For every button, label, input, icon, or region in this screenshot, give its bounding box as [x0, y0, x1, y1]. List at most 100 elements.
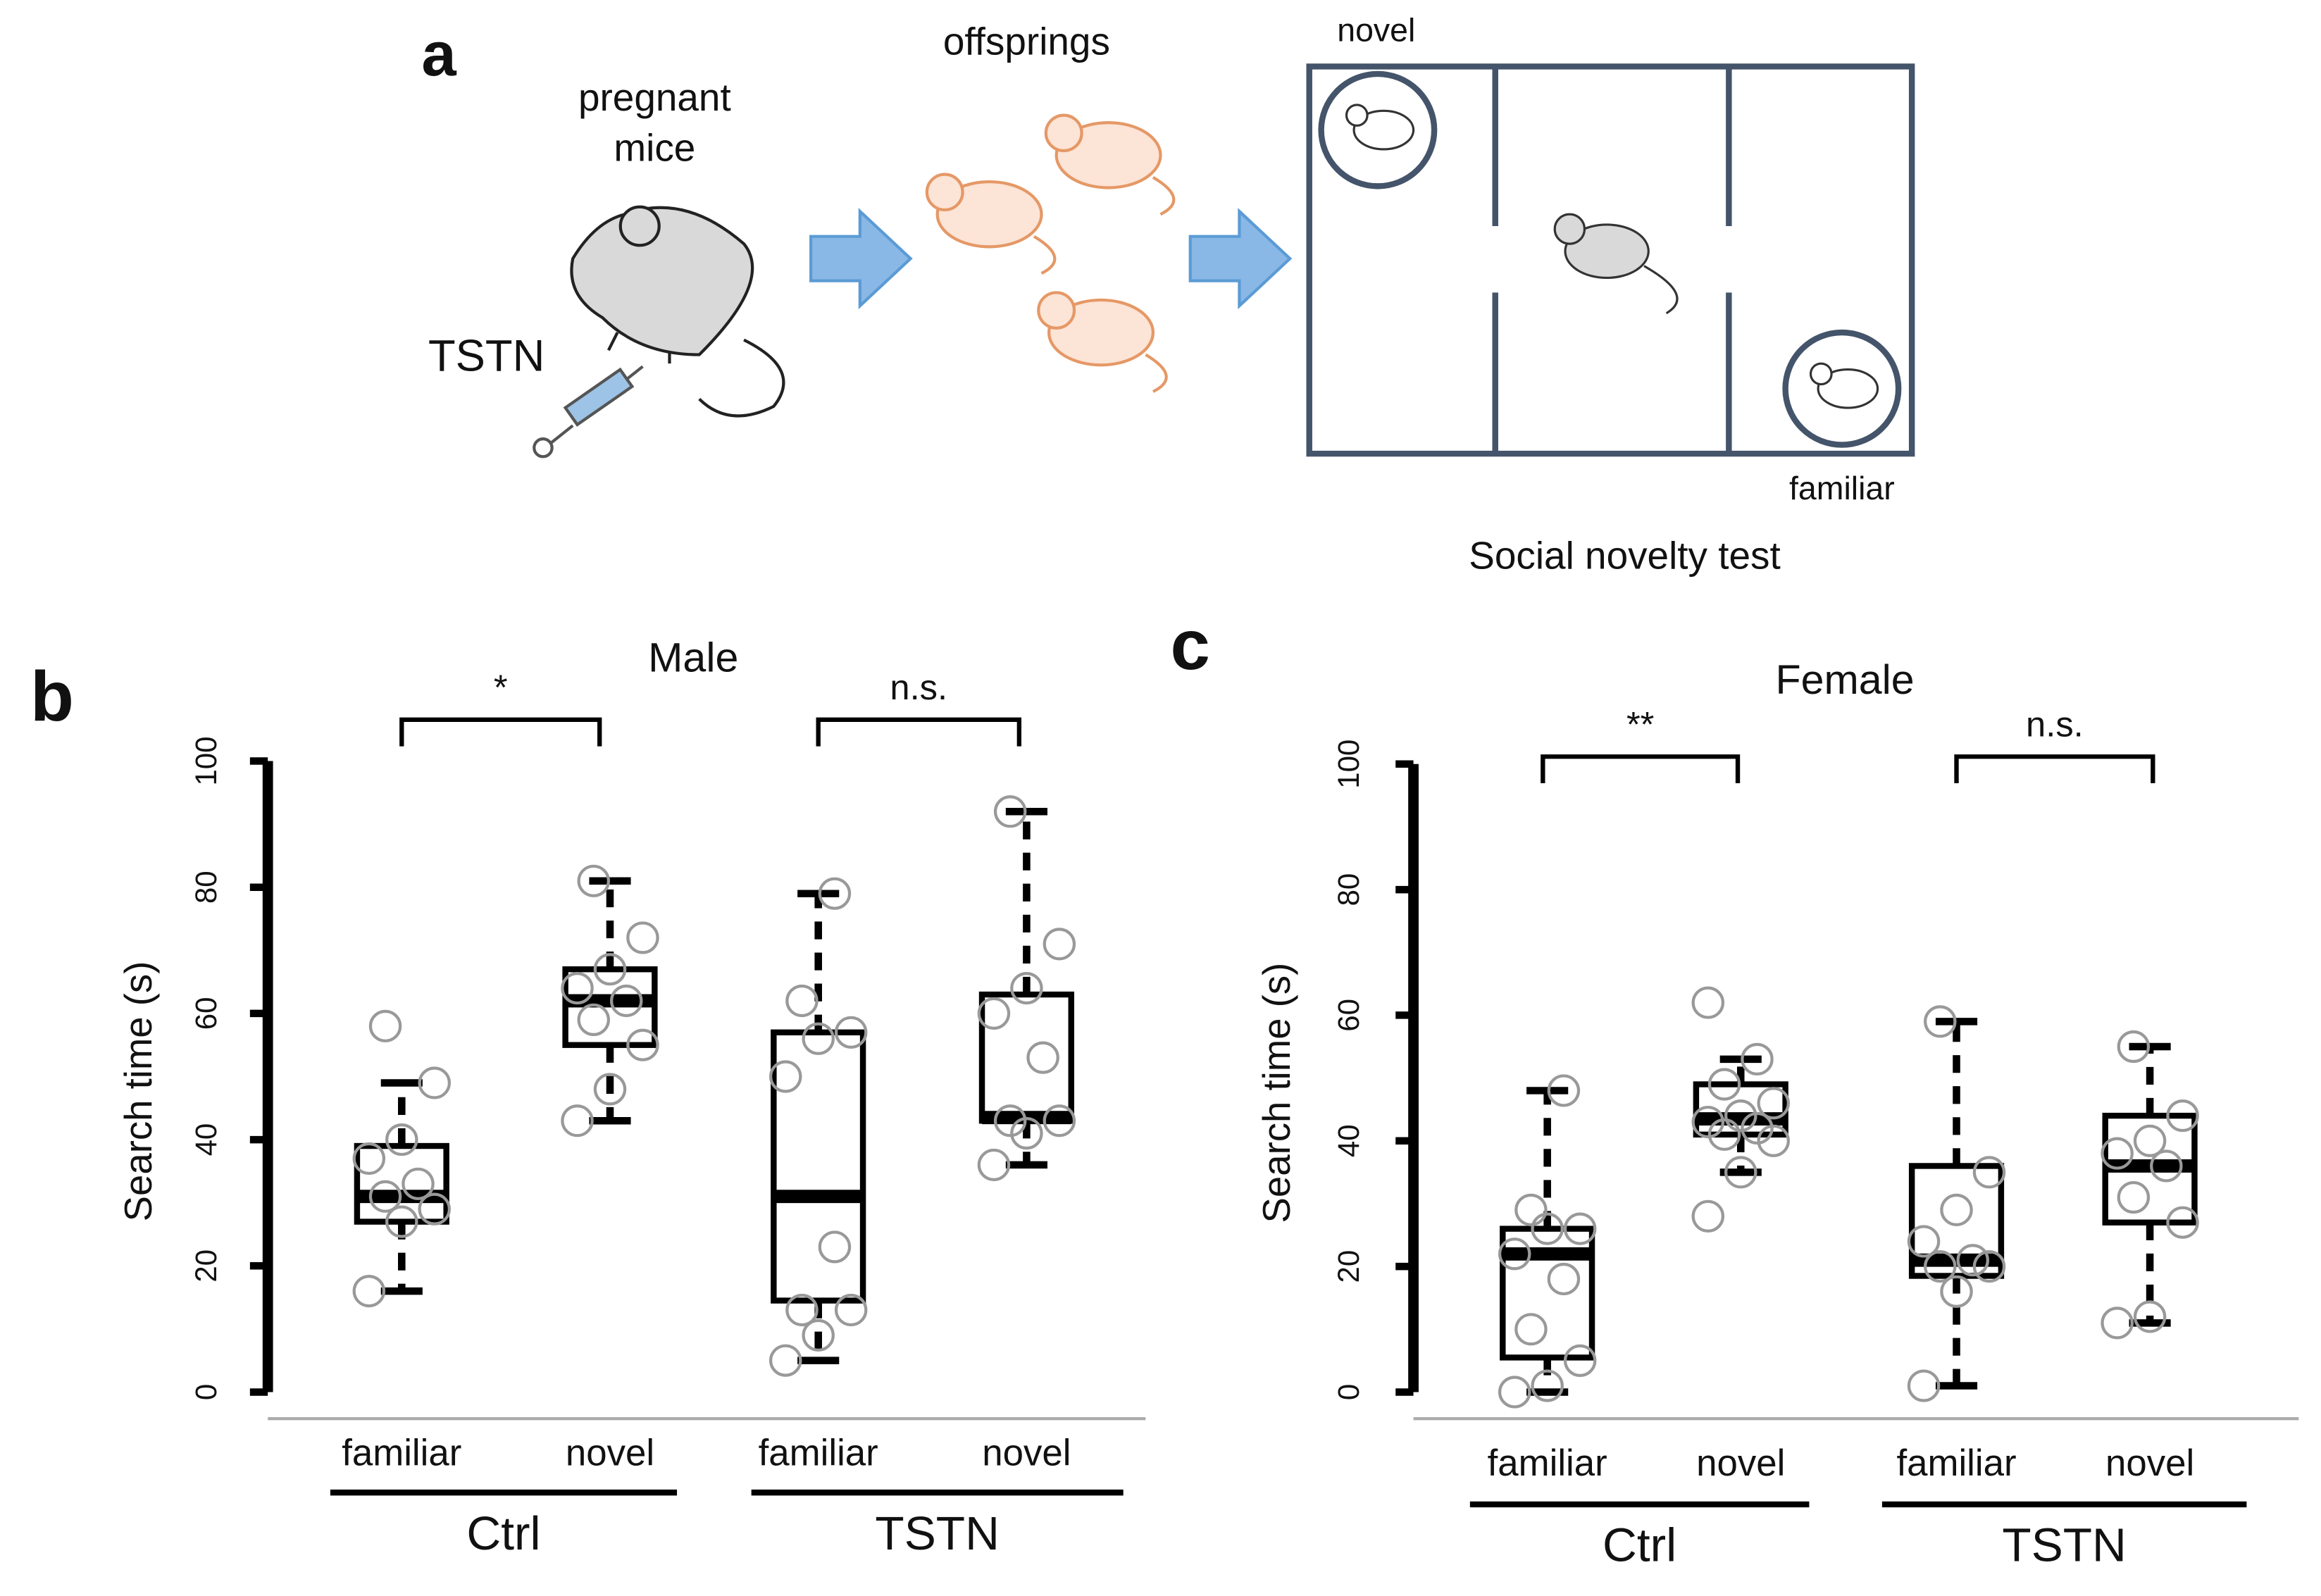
panel-letter: b [30, 658, 74, 737]
data-point [1026, 1041, 1059, 1074]
label: Social novelty test [1469, 534, 1780, 578]
data-point [1043, 1104, 1076, 1137]
data-point [785, 984, 819, 1018]
bracket [816, 717, 1022, 747]
y-tick-label: 100 [1332, 740, 1365, 789]
data-point [1531, 1212, 1564, 1245]
significance-label: n.s. [890, 667, 947, 707]
label: pregnant [578, 75, 731, 119]
data-point [1707, 1118, 1741, 1151]
data-point [2101, 1307, 2134, 1340]
label: TSTN [428, 332, 545, 381]
data-point [1531, 1369, 1564, 1402]
box [771, 1029, 866, 1304]
data-point [1972, 1250, 2006, 1283]
data-point [593, 953, 627, 986]
data-point [609, 984, 643, 1018]
box [1500, 1226, 1595, 1361]
y-axis-label: Search time (s) [116, 961, 160, 1222]
data-point [1498, 1237, 1531, 1271]
data-point [2166, 1206, 2199, 1239]
y-tick-label: 0 [1332, 1384, 1365, 1400]
group-label: TSTN [2002, 1519, 2126, 1572]
data-point [1940, 1193, 1973, 1226]
label: mice [614, 126, 695, 170]
data-point [802, 1318, 835, 1352]
data-point [993, 1104, 1027, 1137]
y-tick-label: 40 [189, 1123, 223, 1157]
syringe-icon [533, 365, 644, 459]
x-tick-label: familiar [1896, 1442, 2016, 1484]
data-point [577, 864, 610, 897]
data-point [769, 1344, 802, 1377]
data-point [834, 1293, 868, 1327]
data-point [2150, 1149, 2183, 1183]
data-point [2117, 1180, 2151, 1214]
x-tick-label: novel [566, 1433, 654, 1474]
x-tick-label: novel [982, 1433, 1071, 1474]
panel-letter: a [421, 19, 456, 89]
data-point [577, 1003, 610, 1036]
group-label: Ctrl [466, 1507, 540, 1560]
data-point [385, 1123, 418, 1157]
data-point [1514, 1313, 1548, 1346]
x-tick-label: novel [1696, 1442, 1785, 1484]
data-point [769, 1060, 802, 1093]
data-point [2117, 1030, 2151, 1064]
group-label: TSTN [875, 1507, 999, 1560]
label: offsprings [943, 20, 1110, 63]
mouse-icon [570, 205, 785, 418]
data-point [785, 1293, 819, 1327]
data-point [1010, 971, 1043, 1005]
data-point [1563, 1212, 1597, 1245]
data-point [1907, 1369, 1941, 1402]
data-point [818, 1230, 852, 1264]
chart-title: Male [648, 635, 738, 681]
data-point [626, 1028, 659, 1061]
y-tick-label: 20 [189, 1249, 223, 1283]
data-point [1924, 1250, 1957, 1283]
data-point [1724, 1156, 1757, 1189]
y-axis-label: Search time (s) [1255, 963, 1298, 1223]
data-point [561, 1104, 594, 1137]
offspring-icons [925, 113, 1176, 393]
x-tick-label: familiar [759, 1433, 878, 1474]
data-point [834, 1016, 868, 1049]
data-point [1956, 1244, 1989, 1277]
chamber [1306, 63, 1915, 457]
data-point [1707, 1068, 1741, 1101]
data-point [1757, 1087, 1790, 1120]
y-tick-label: 0 [189, 1384, 223, 1400]
data-point [1924, 1005, 1957, 1038]
data-point [1757, 1124, 1790, 1157]
data-point [977, 1148, 1011, 1182]
panel-a: a pregnant mice TSTN offsprings novel fa… [421, 11, 1915, 578]
data-point [626, 921, 659, 954]
group-label: Ctrl [1603, 1519, 1676, 1572]
data-point [385, 1205, 418, 1238]
data-point [1691, 1199, 1725, 1233]
data-point [593, 1073, 627, 1106]
panel-letter: c [1171, 606, 1210, 685]
data-point [2101, 1137, 2134, 1170]
data-point [2133, 1124, 2167, 1157]
data-point [2166, 1099, 2199, 1133]
label: familiar [1789, 470, 1895, 506]
data-point [802, 1022, 835, 1055]
data-point [1741, 1042, 1774, 1076]
y-tick-label: 100 [189, 737, 223, 786]
x-tick-label: familiar [342, 1433, 461, 1474]
data-point [977, 997, 1011, 1030]
y-tick-label: 40 [1332, 1124, 1365, 1157]
data-point [1514, 1193, 1548, 1226]
data-point [418, 1192, 451, 1226]
chart-title: Female [1776, 657, 1915, 703]
significance-label: * [494, 667, 508, 707]
box [354, 1142, 449, 1225]
bracket [1954, 754, 2155, 784]
y-tick-label: 80 [189, 871, 223, 904]
data-point [561, 971, 594, 1005]
data-point [1691, 986, 1725, 1019]
y-tick-label: 60 [189, 997, 223, 1030]
x-tick-label: familiar [1488, 1442, 1607, 1484]
